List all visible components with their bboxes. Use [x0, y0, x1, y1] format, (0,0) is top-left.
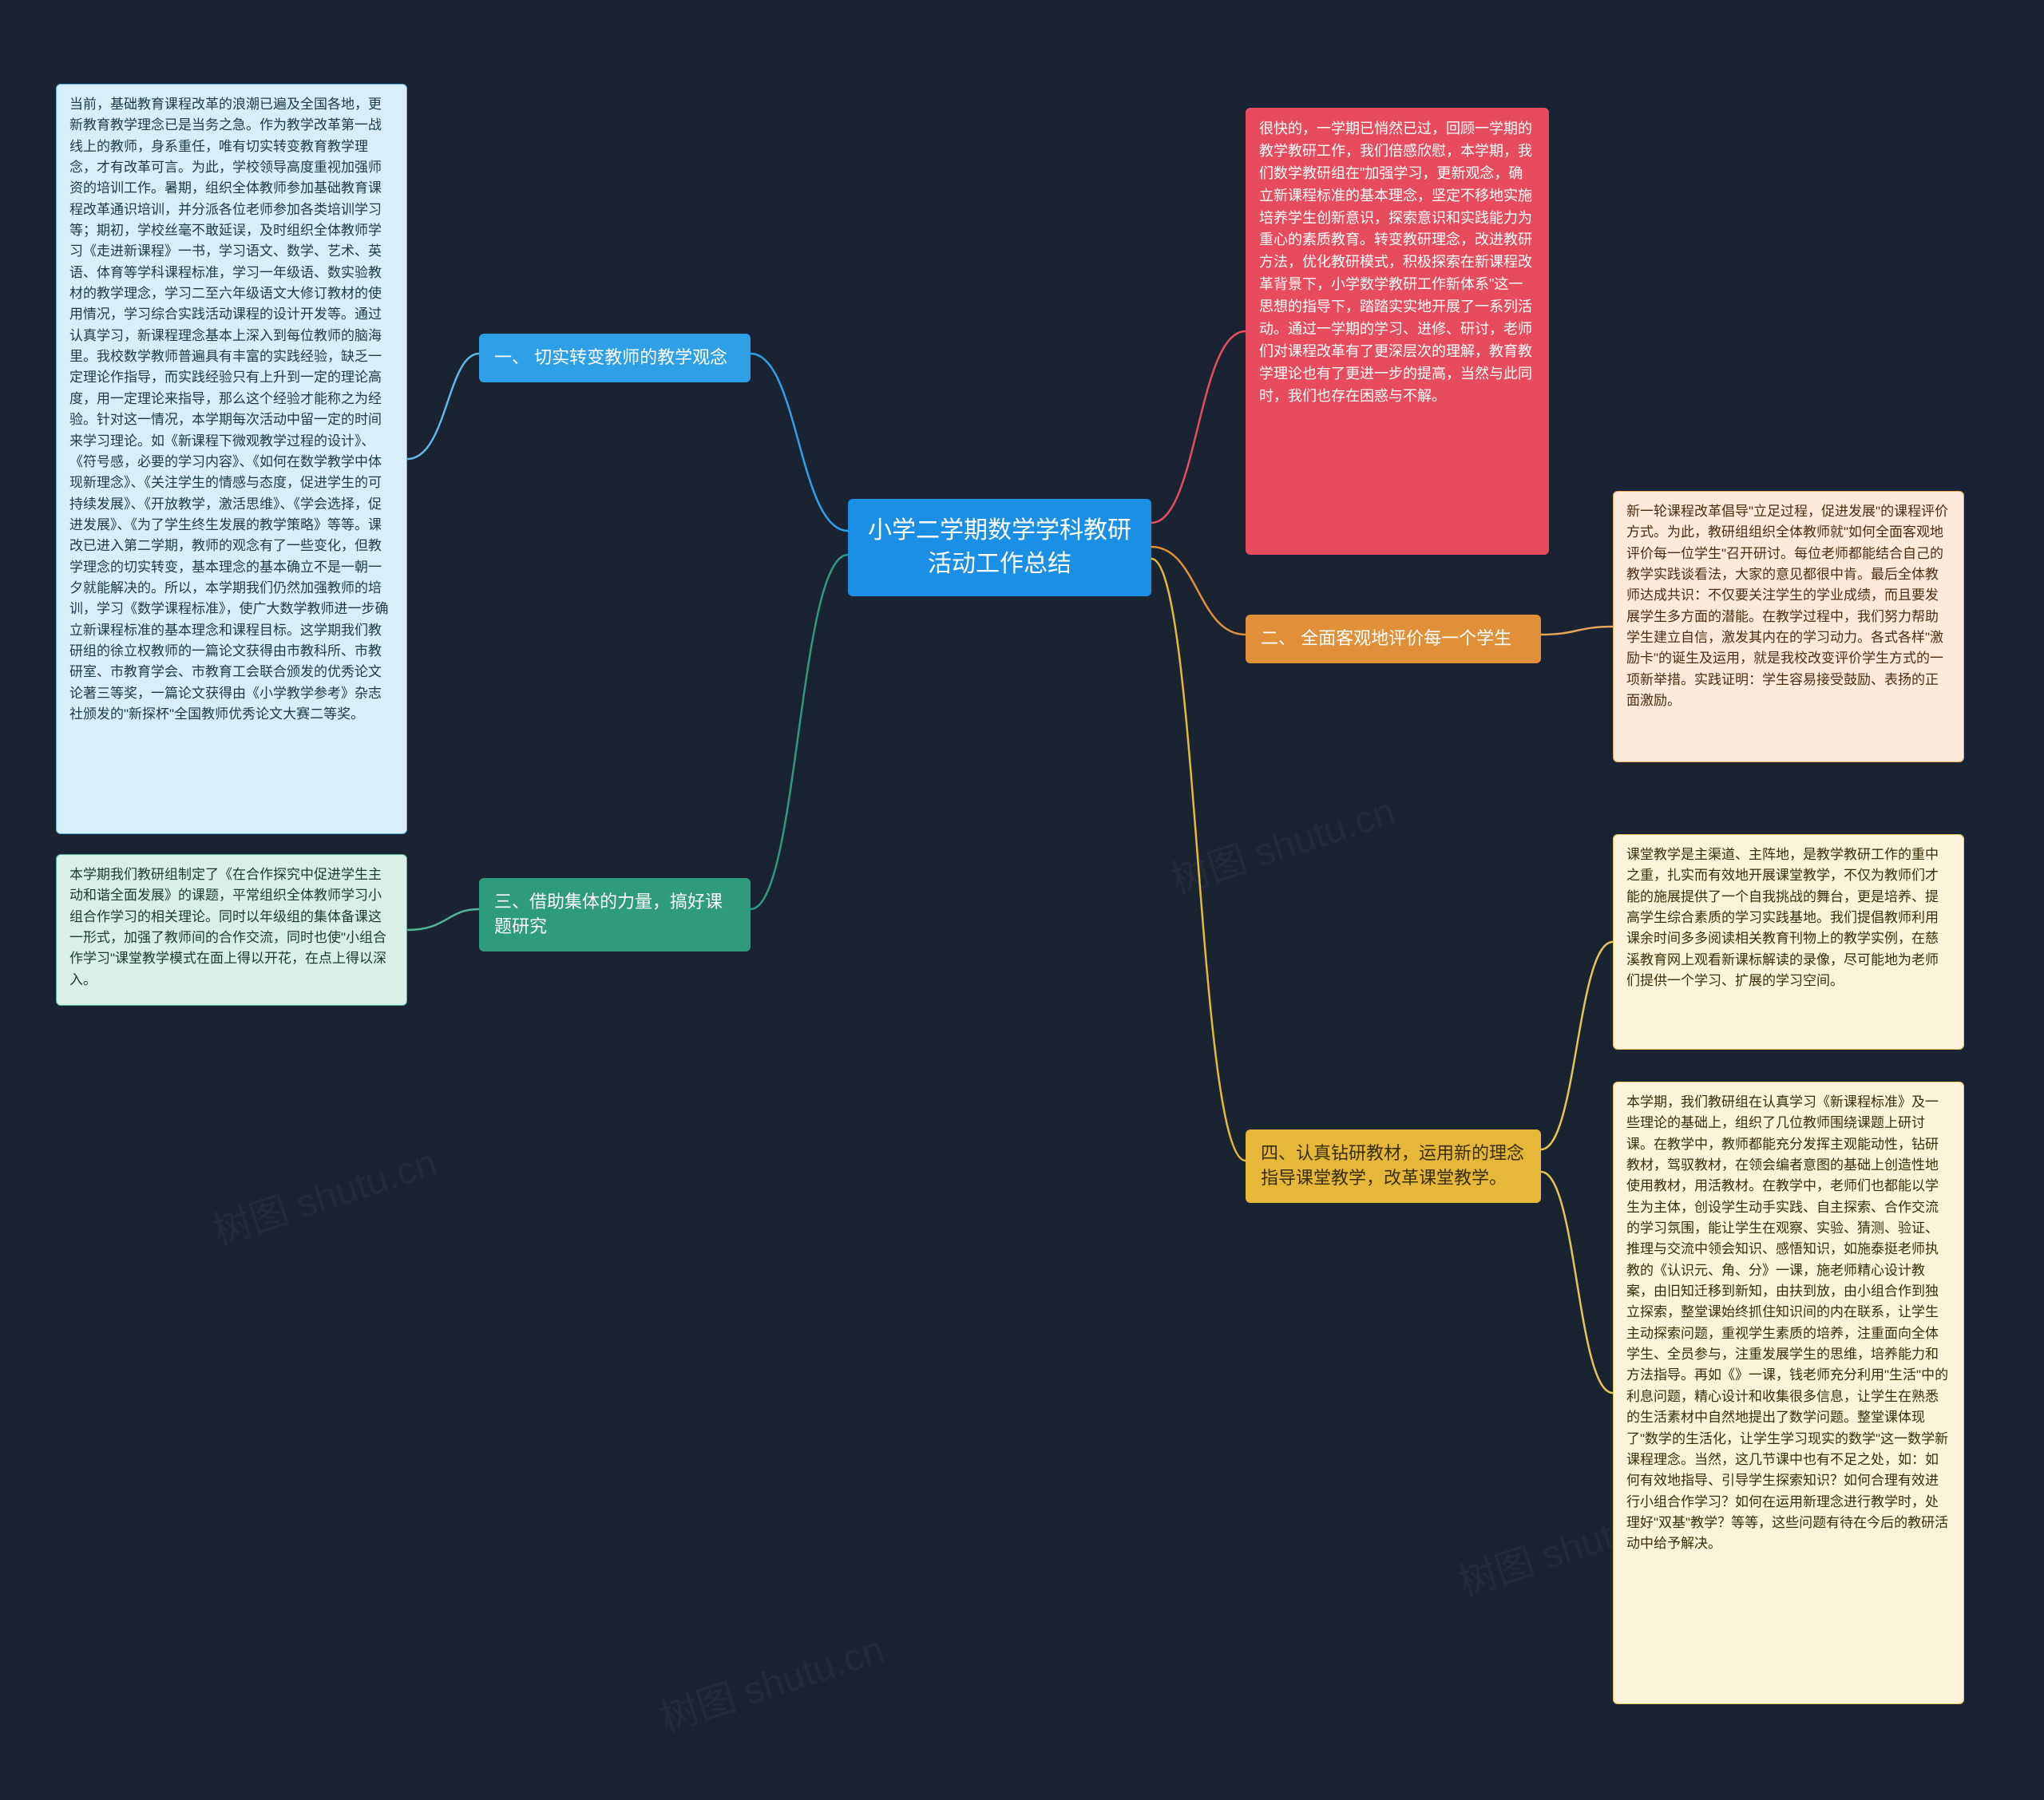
- watermark: 树图 shutu.cn: [1163, 780, 1400, 904]
- connector: [407, 354, 479, 459]
- leaf-node-2[interactable]: 新一轮课程改革倡导"立足过程，促进发展"的课程评价方式。为此，教研组组织全体教师…: [1613, 491, 1964, 762]
- connector: [751, 555, 848, 909]
- watermark: 树图 shutu.cn: [204, 1131, 442, 1256]
- center-node[interactable]: 小学二学期数学学科教研活动工作总结: [848, 499, 1151, 596]
- leaf-node-4a[interactable]: 课堂教学是主渠道、主阵地，是教学教研工作的重中之重，扎实而有效地开展课堂教学，不…: [1613, 834, 1964, 1050]
- leaf-node-4b[interactable]: 本学期，我们教研组在认真学习《新课程标准》及一些理论的基础上，组织了几位教师围绕…: [1613, 1082, 1964, 1704]
- connector: [1541, 627, 1613, 635]
- connector: [1541, 1172, 1613, 1393]
- branch-node-intro[interactable]: 很快的，一学期已悄然已过，回顾一学期的教学教研工作，我们倍感欣慰，本学期，我们数…: [1246, 108, 1549, 555]
- branch-node-4[interactable]: 四、认真钻研教材，运用新的理念指导课堂教学，改革课堂教学。: [1246, 1129, 1541, 1203]
- connector: [407, 909, 479, 930]
- connector: [751, 354, 848, 531]
- connector: [1151, 547, 1246, 635]
- branch-node-3[interactable]: 三、借助集体的力量，搞好课题研究: [479, 878, 751, 951]
- branch-node-1[interactable]: 一、 切实转变教师的教学观念: [479, 334, 751, 382]
- branch-node-2[interactable]: 二、 全面客观地评价每一个学生: [1246, 615, 1541, 663]
- connector: [1151, 559, 1246, 1161]
- watermark: 树图 shutu.cn: [652, 1618, 889, 1743]
- connector: [1151, 331, 1246, 523]
- leaf-node-3[interactable]: 本学期我们教研组制定了《在合作探究中促进学生主动和谐全面发展》的课题，平常组织全…: [56, 854, 407, 1006]
- leaf-node-1[interactable]: 当前，基础教育课程改革的浪潮已遍及全国各地，更新教育教学理念已是当务之急。作为教…: [56, 84, 407, 834]
- connector: [1541, 942, 1613, 1149]
